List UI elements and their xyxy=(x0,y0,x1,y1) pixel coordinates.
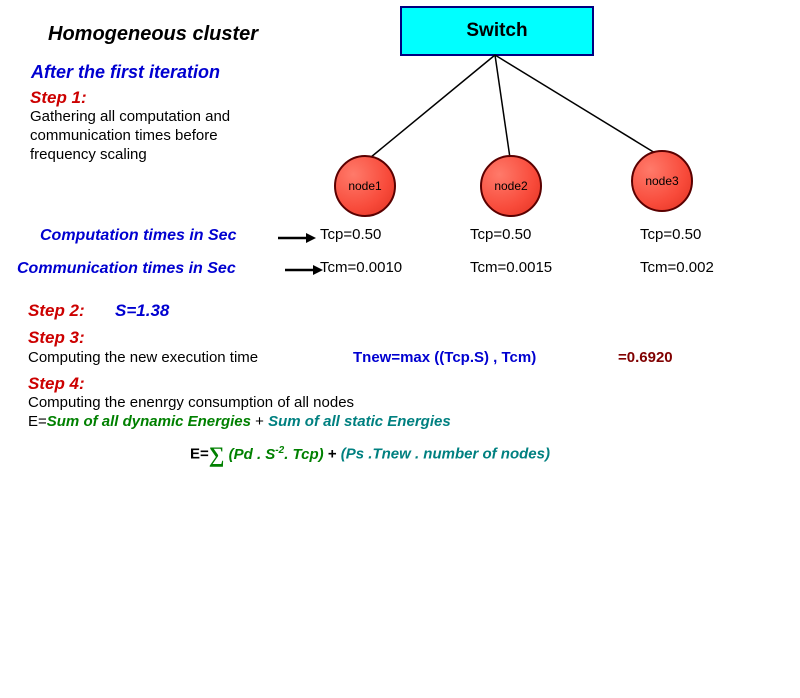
switch-label: Switch xyxy=(466,20,527,42)
sigma-icon: ∑ xyxy=(209,442,225,467)
node-2-label: node2 xyxy=(494,179,527,193)
tcp-value-2: Tcp=0.50 xyxy=(470,226,531,245)
step3-result: =0.6920 xyxy=(618,349,673,368)
step3-label: Step 3: xyxy=(28,328,85,348)
step2-label: Step 2: xyxy=(28,301,85,321)
node-1: node1 xyxy=(334,155,396,217)
computation-row-label: Computation times in Sec xyxy=(40,227,236,245)
switch-box: Switch xyxy=(400,6,594,56)
communication-row-label: Communication times in Sec xyxy=(17,260,236,278)
formula-plus: + xyxy=(328,446,337,463)
eq-static: Sum of all static Energies xyxy=(268,413,451,430)
subtitle: After the first iteration xyxy=(31,62,220,83)
node-3-label: node3 xyxy=(645,174,678,188)
tcp-value-1: Tcp=0.50 xyxy=(320,226,381,245)
eq-plus: + xyxy=(251,413,268,430)
arrow-icon xyxy=(278,231,310,245)
tcm-value-3: Tcm=0.002 xyxy=(640,259,714,278)
formula-prefix: E= xyxy=(190,446,209,463)
step1-body: Gathering all computation and communicat… xyxy=(30,108,230,164)
node-3: node3 xyxy=(631,150,693,212)
step3-body: Computing the new execution time xyxy=(28,349,258,368)
page-title: Homogeneous cluster xyxy=(48,23,258,46)
formula-static: (Ps .Tnew . number of nodes) xyxy=(341,446,550,463)
node-2: node2 xyxy=(480,155,542,217)
step4-equation: E=Sum of all dynamic Energies + Sum of a… xyxy=(28,413,451,432)
tcp-value-3: Tcp=0.50 xyxy=(640,226,701,245)
eq-dynamic: Sum of all dynamic Energies xyxy=(47,413,251,430)
step2-value: S=1.38 xyxy=(115,301,169,321)
formula-dyn: (Pd . S-2. Tcp) xyxy=(229,446,324,463)
step4-label: Step 4: xyxy=(28,374,85,394)
eq-prefix: E= xyxy=(28,413,47,430)
step3-formula: Tnew=max ((Tcp.S) , Tcm) xyxy=(353,349,536,368)
step4-body: Computing the enenrgy consumption of all… xyxy=(28,394,354,413)
tcm-value-2: Tcm=0.0015 xyxy=(470,259,552,278)
tcm-value-1: Tcm=0.0010 xyxy=(320,259,402,278)
final-formula: E=∑ (Pd . S-2. Tcp) + (Ps .Tnew . number… xyxy=(190,441,550,469)
node-1-label: node1 xyxy=(348,179,381,193)
step1-label: Step 1: xyxy=(30,88,87,108)
arrow-icon xyxy=(285,263,317,277)
